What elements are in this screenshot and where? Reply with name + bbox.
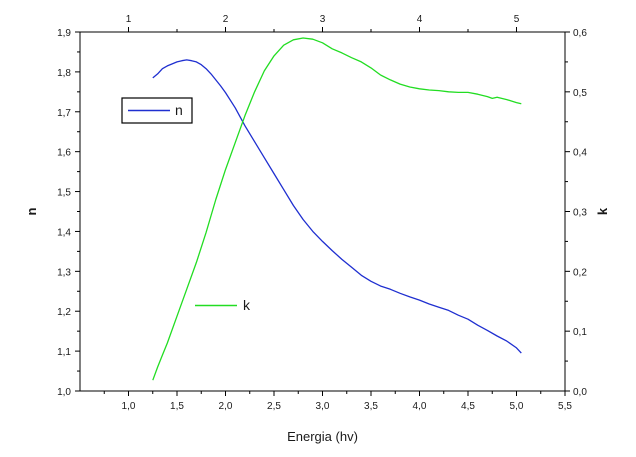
plot-frame: [79, 31, 566, 392]
x-tick-label: 2,0: [219, 401, 233, 412]
top-tick-label: 5: [514, 14, 520, 25]
top-tick-label: 4: [417, 14, 423, 25]
x-tick-label: 2,5: [267, 401, 281, 412]
series-layer: [152, 37, 522, 381]
x-tick-label: 4,0: [413, 401, 427, 412]
x-axis-title: Energia (hv): [287, 429, 358, 444]
legend-layer: nk: [121, 97, 251, 313]
y2-tick-label: 0,6: [573, 28, 587, 39]
x-tick-label: 1,5: [170, 401, 184, 412]
top-tick-label: 3: [320, 14, 326, 25]
x-tick-label: 4,5: [461, 401, 475, 412]
top-tick-label: 1: [126, 14, 132, 25]
y2-tick-label: 0,1: [573, 327, 587, 338]
y-axis-title: n: [24, 207, 39, 215]
bottom-axis: 1,0 1,5 2,0 2,5 3,0 3,5 4,0 4,5 5,0 5,5: [103, 391, 572, 412]
x-tick-label: 3,0: [316, 401, 330, 412]
left-axis: 1,0 1,1 1,2 1,3 1,4 1,5 1,6 1,7 1,8 1,9: [57, 28, 80, 398]
legend-label-k: k: [243, 297, 251, 313]
y-tick-label: 1,6: [57, 148, 71, 159]
series-line-n: [152, 59, 522, 354]
y-tick-label: 1,5: [57, 188, 71, 199]
y2-tick-label: 0,0: [573, 387, 587, 398]
y-tick-label: 1,1: [57, 347, 71, 358]
y-tick-label: 1,7: [57, 108, 71, 119]
x-tick-label: 5,5: [558, 401, 572, 412]
y2-tick-label: 0,5: [573, 88, 587, 99]
legend-label-n: n: [175, 102, 183, 118]
x-tick-label: 3,5: [364, 401, 378, 412]
y2-axis-title: k: [595, 207, 610, 215]
y-tick-label: 1,3: [57, 267, 71, 278]
y-tick-label: 1,0: [57, 387, 71, 398]
top-axis: 1 2 3 4 5: [126, 14, 520, 32]
y-tick-label: 1,9: [57, 28, 71, 39]
top-tick-label: 2: [223, 14, 229, 25]
y-tick-label: 1,4: [57, 227, 71, 238]
y-tick-label: 1,8: [57, 68, 71, 79]
series-line-k: [152, 37, 522, 381]
y2-tick-label: 0,3: [573, 208, 587, 219]
x-tick-label: 1,0: [122, 401, 136, 412]
y2-tick-label: 0,4: [573, 148, 587, 159]
y-tick-label: 1,2: [57, 307, 71, 318]
y2-tick-label: 0,2: [573, 267, 587, 278]
x-tick-label: 5,0: [510, 401, 524, 412]
right-axis: 0,0 0,1 0,2 0,3 0,4 0,5 0,6: [565, 28, 587, 398]
